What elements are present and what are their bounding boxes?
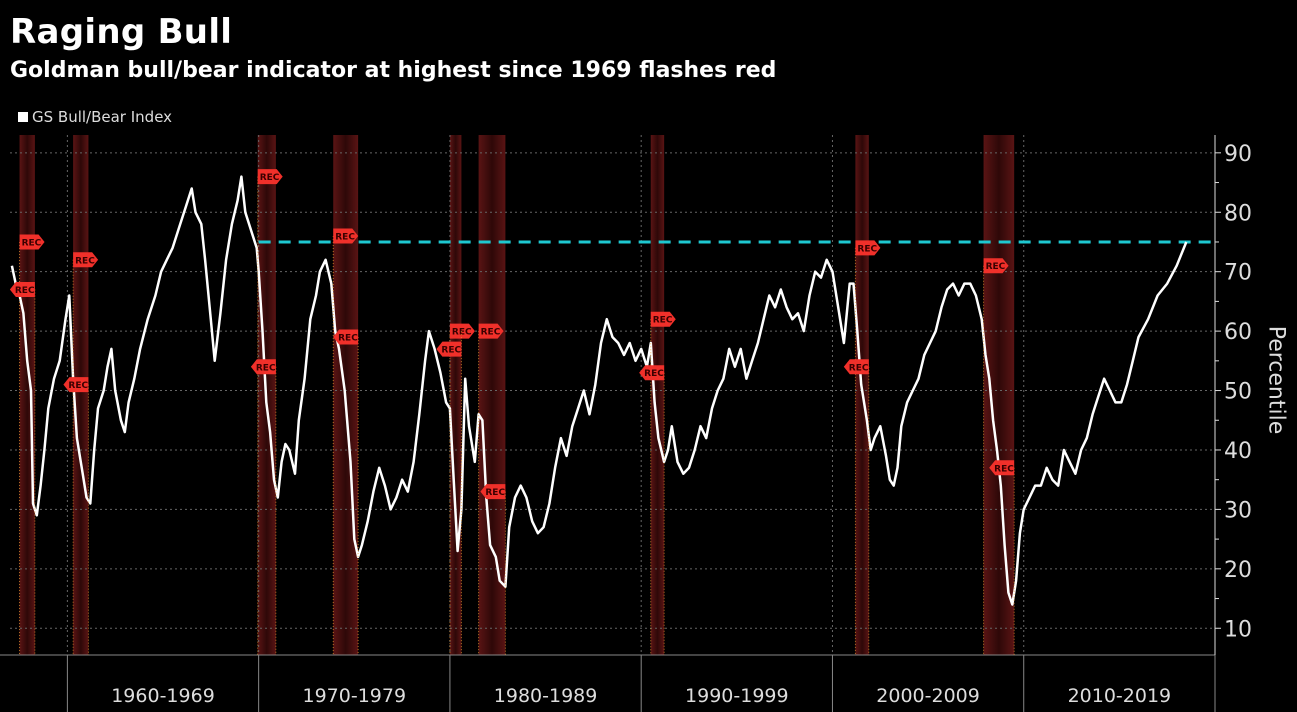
recession-band: [478, 135, 506, 655]
y-axis-label: Percentile: [1263, 325, 1289, 435]
y-tick-label: 30: [1224, 498, 1252, 523]
rec-flag: [639, 365, 665, 381]
x-tick-label: 2010-2019: [1068, 685, 1172, 707]
rec-flag-label: REC: [452, 328, 472, 338]
legend: GS Bull/Bear Index: [18, 108, 172, 126]
x-tick-label: 1970-1979: [302, 685, 406, 707]
rec-flag-label: REC: [68, 381, 88, 391]
rec-flag-label: REC: [260, 173, 280, 183]
rec-flag-label: REC: [338, 334, 358, 344]
rec-flag-label: REC: [485, 488, 505, 498]
rec-flag: [333, 228, 359, 244]
y-tick-label: 60: [1224, 320, 1252, 345]
rec-flag-label: REC: [256, 363, 276, 373]
rec-flag: [19, 234, 45, 250]
rec-flag: [989, 460, 1015, 476]
rec-flag: [436, 341, 462, 357]
rec-flag-label: REC: [481, 328, 501, 338]
x-tick-label: 1990-1999: [685, 685, 789, 707]
chart-subtitle: Goldman bull/bear indicator at highest s…: [10, 58, 777, 83]
chart-title: Raging Bull: [10, 12, 233, 52]
rec-flag-label: REC: [653, 316, 673, 326]
y-tick-label: 40: [1224, 439, 1252, 464]
rec-flag: [250, 359, 276, 375]
rec-flag: [73, 252, 99, 268]
rec-flag-label: REC: [849, 363, 869, 373]
rec-flag: [650, 311, 676, 327]
rec-flag: [843, 359, 869, 375]
rec-flag: [480, 484, 506, 500]
y-tick-label: 20: [1224, 558, 1252, 583]
y-tick-label: 10: [1224, 617, 1252, 642]
rec-flag: [983, 258, 1009, 274]
rec-flag-label: REC: [75, 256, 95, 266]
y-tick-label: 50: [1224, 380, 1252, 405]
rec-flag: [478, 323, 504, 339]
rec-flag-label: REC: [15, 286, 35, 296]
x-tick-label: 1980-1989: [494, 685, 598, 707]
y-tick-label: 80: [1224, 201, 1252, 226]
rec-flag: [449, 323, 475, 339]
rec-flag: [257, 169, 283, 185]
rec-flag-label: REC: [644, 369, 664, 379]
rec-flag-label: REC: [335, 233, 355, 243]
recession-band: [983, 135, 1015, 655]
x-tick-label: 2000-2009: [876, 685, 980, 707]
rec-flag: [63, 377, 89, 393]
recession-band: [73, 135, 89, 655]
recession-band: [650, 135, 665, 655]
x-tick-label: 1960-1969: [111, 685, 215, 707]
rec-flag-label: REC: [441, 346, 461, 356]
rec-flag-label: REC: [22, 238, 42, 248]
rec-flag: [9, 282, 35, 298]
recession-band: [449, 135, 462, 655]
rec-flag-label: REC: [994, 464, 1014, 474]
legend-swatch: [18, 112, 28, 122]
y-tick-label: 70: [1224, 261, 1252, 286]
y-tick-label: 90: [1224, 142, 1252, 167]
legend-label: GS Bull/Bear Index: [32, 108, 173, 126]
recession-band: [19, 135, 35, 655]
rec-flag-label: REC: [857, 244, 877, 254]
rec-flag-label: REC: [986, 262, 1006, 272]
rec-flag: [333, 329, 359, 345]
series-line-gs-bull-bear: [10, 175, 1188, 606]
rec-flag: [855, 240, 881, 256]
